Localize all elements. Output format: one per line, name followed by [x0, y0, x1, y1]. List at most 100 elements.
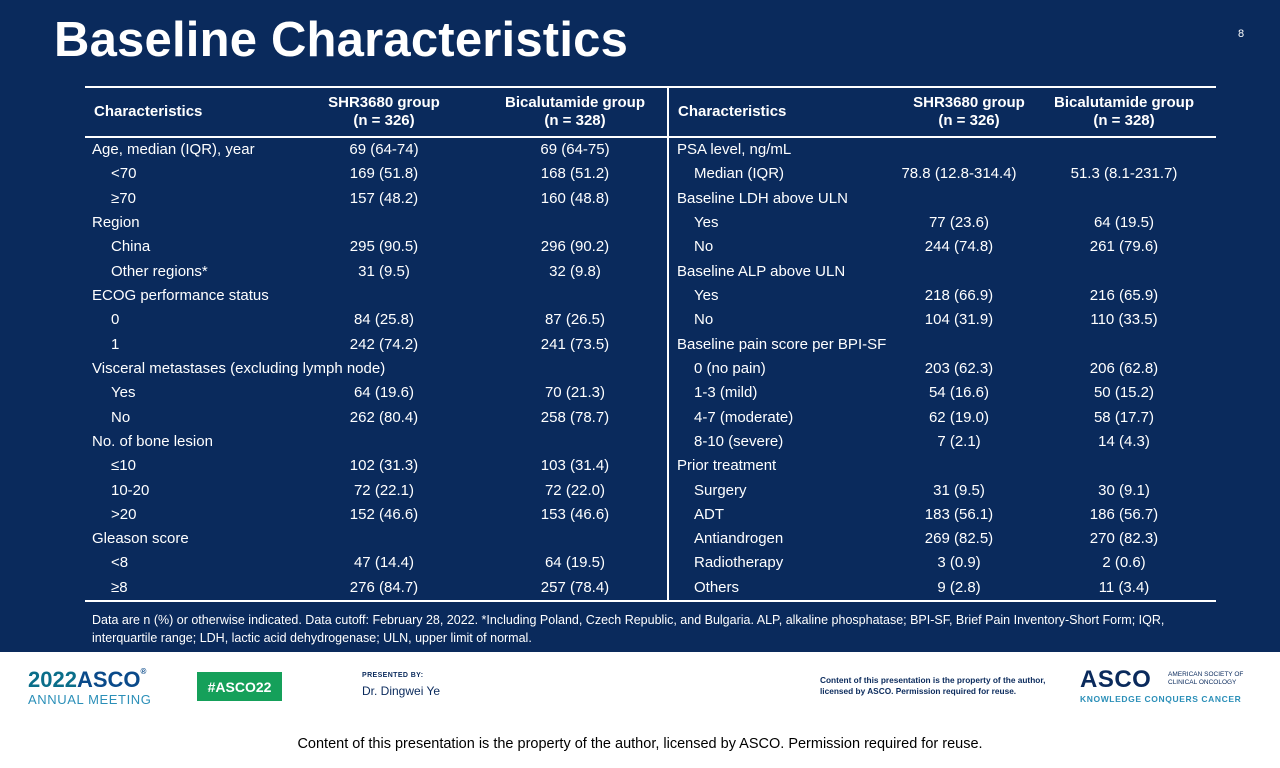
row-label: Yes — [111, 384, 136, 402]
row-label: ≥70 — [111, 189, 136, 207]
shr3680-value: 295 (90.5) — [349, 238, 419, 256]
bicalutamide-value: 58 (17.7) — [1093, 408, 1155, 426]
table-row: Radiotherapy 3 (0.9) 2 (0.6) — [669, 552, 1216, 574]
shr3680-value: 262 (80.4) — [349, 408, 419, 426]
row-label: Baseline ALP above ULN — [677, 262, 846, 280]
row-label: ≤10 — [111, 457, 136, 475]
bicalutamide-value: 70 (21.3) — [544, 384, 606, 402]
shr3680-value: 104 (31.9) — [924, 311, 994, 329]
copyright-notice: Content of this presentation is the prop… — [297, 736, 983, 752]
footer: 2022ASCO® ANNUAL MEETING #ASCO22 PRESENT… — [0, 652, 1280, 768]
table-left-header: Characteristics SHR3680 group (n = 326) B… — [85, 88, 667, 138]
row-label: Antiandrogen — [694, 530, 784, 548]
shr3680-value: 31 (9.5) — [358, 262, 410, 280]
bicalutamide-value: 51.3 (8.1-231.7) — [1070, 165, 1178, 183]
table-row: Region — [85, 212, 667, 234]
bicalutamide-value: 72 (22.0) — [544, 481, 606, 499]
table-right: Characteristics SHR3680 group (n = 326) B… — [669, 88, 1216, 600]
bicalutamide-value: 153 (46.6) — [540, 505, 610, 523]
shr3680-value: 47 (14.4) — [353, 554, 415, 572]
row-label: Median (IQR) — [694, 165, 785, 183]
shr3680-value: 157 (48.2) — [349, 189, 419, 207]
table-row: PSA level, ng/mL — [669, 139, 1216, 161]
table-row: No 244 (74.8) 261 (79.6) — [669, 236, 1216, 258]
row-label: No — [111, 408, 131, 426]
shr3680-value: 203 (62.3) — [924, 359, 994, 377]
table-row: <8 47 (14.4) 64 (19.5) — [85, 552, 667, 574]
header-shr3680-name: SHR3680 group — [328, 94, 440, 111]
shr3680-value: 152 (46.6) — [349, 505, 419, 523]
bicalutamide-value: 69 (64-75) — [540, 141, 610, 159]
table-row: 0 84 (25.8) 87 (26.5) — [85, 309, 667, 331]
row-label: ECOG performance status — [92, 287, 269, 305]
header-characteristics: Characteristics — [678, 103, 787, 120]
shr3680-value: 169 (51.8) — [349, 165, 419, 183]
row-label: Yes — [694, 214, 719, 232]
shr3680-value: 3 (0.9) — [937, 554, 981, 572]
row-label: 0 — [111, 311, 120, 329]
table-row: Other regions* 31 (9.5) 32 (9.8) — [85, 261, 667, 283]
table-row: Median (IQR) 78.8 (12.8-314.4) 51.3 (8.1-2… — [669, 163, 1216, 185]
row-label: Region — [92, 214, 140, 232]
row-label: Baseline LDH above ULN — [677, 189, 848, 207]
header-shr3680: SHR3680 group (n = 326) — [879, 88, 1059, 136]
bicalutamide-value: 103 (31.4) — [540, 457, 610, 475]
row-label: 8-10 (severe) — [694, 432, 784, 450]
header-bicalutamide: Bicalutamide group (n = 328) — [485, 88, 665, 136]
bicalutamide-value: 11 (3.4) — [1098, 578, 1150, 596]
shr3680-value: 242 (74.2) — [349, 335, 419, 353]
shr3680-value: 244 (74.8) — [924, 238, 994, 256]
bicalutamide-value: 296 (90.2) — [540, 238, 610, 256]
table-legend: Data are n (%) or otherwise indicated. D… — [92, 613, 1165, 645]
table-row: Gleason score — [85, 528, 667, 550]
meeting-year: 2022 — [28, 667, 77, 692]
table-row: ≤10 102 (31.3) 103 (31.4) — [85, 455, 667, 477]
asco-logo: ASCO AMERICAN SOCIETY OF CLINICAL ONCOLO… — [1080, 666, 1260, 706]
bicalutamide-value: 30 (9.1) — [1098, 481, 1150, 499]
shr3680-value: 78.8 (12.8-314.4) — [901, 165, 1017, 183]
table-row: 10-20 72 (22.1) 72 (22.0) — [85, 480, 667, 502]
table-row: 0 (no pain) 203 (62.3) 206 (62.8) — [669, 358, 1216, 380]
bicalutamide-value: 160 (48.8) — [540, 189, 610, 207]
header-shr3680-name: SHR3680 group — [913, 94, 1025, 111]
row-label: >20 — [111, 505, 137, 523]
bicalutamide-value: 87 (26.5) — [544, 311, 606, 329]
bicalutamide-value: 32 (9.8) — [549, 262, 601, 280]
header-bicalutamide-name: Bicalutamide group — [1053, 94, 1195, 111]
meeting-org: ASCO — [76, 667, 141, 692]
row-label: Age, median (IQR), year — [92, 141, 255, 159]
shr3680-value: 276 (84.7) — [349, 578, 419, 596]
table-row: Surgery 31 (9.5) 30 (9.1) — [669, 480, 1216, 502]
table-row: China 295 (90.5) 296 (90.2) — [85, 236, 667, 258]
header-shr3680-n: (n = 326) — [938, 112, 1000, 129]
bicalutamide-value: 64 (19.5) — [544, 554, 606, 572]
table-row: 4-7 (moderate) 62 (19.0) 58 (17.7) — [669, 407, 1216, 429]
bicalutamide-value: 186 (56.7) — [1089, 505, 1159, 523]
registered-mark: ® — [140, 667, 147, 676]
shr3680-value: 269 (82.5) — [924, 530, 994, 548]
asco-tagline: KNOWLEDGE CONQUERS CANCER — [1080, 694, 1242, 704]
bicalutamide-value: 257 (78.4) — [540, 578, 610, 596]
row-label: Gleason score — [92, 530, 189, 548]
table-row: Baseline ALP above ULN — [669, 261, 1216, 283]
asco-logo-subtitle: AMERICAN SOCIETY OF CLINICAL ONCOLOGY — [1168, 671, 1244, 686]
header-characteristics: Characteristics — [94, 103, 203, 120]
header-shr3680: SHR3680 group (n = 326) — [299, 88, 469, 136]
shr3680-value: 72 (22.1) — [353, 481, 415, 499]
row-label: Other regions* — [111, 262, 208, 280]
row-label: PSA level, ng/mL — [677, 141, 792, 159]
bicalutamide-value: 216 (65.9) — [1089, 287, 1159, 305]
meeting-name: ANNUAL MEETING — [28, 692, 152, 707]
table-row: ≥70 157 (48.2) 160 (48.8) — [85, 188, 667, 210]
table-row: No 262 (80.4) 258 (78.7) — [85, 407, 667, 429]
row-label: ADT — [694, 505, 724, 523]
table-row: Yes 77 (23.6) 64 (19.5) — [669, 212, 1216, 234]
table-left: Characteristics SHR3680 group (n = 326) B… — [85, 88, 667, 600]
asco-logo-text: ASCO — [1080, 666, 1152, 693]
shr3680-value: 9 (2.8) — [937, 578, 981, 596]
header-bicalutamide-n: (n = 328) — [1093, 112, 1155, 129]
table-row: Others 9 (2.8) 11 (3.4) — [669, 577, 1216, 599]
shr3680-value: 218 (66.9) — [924, 287, 994, 305]
bicalutamide-value: 168 (51.2) — [540, 165, 610, 183]
bicalutamide-value: 110 (33.5) — [1090, 311, 1158, 329]
